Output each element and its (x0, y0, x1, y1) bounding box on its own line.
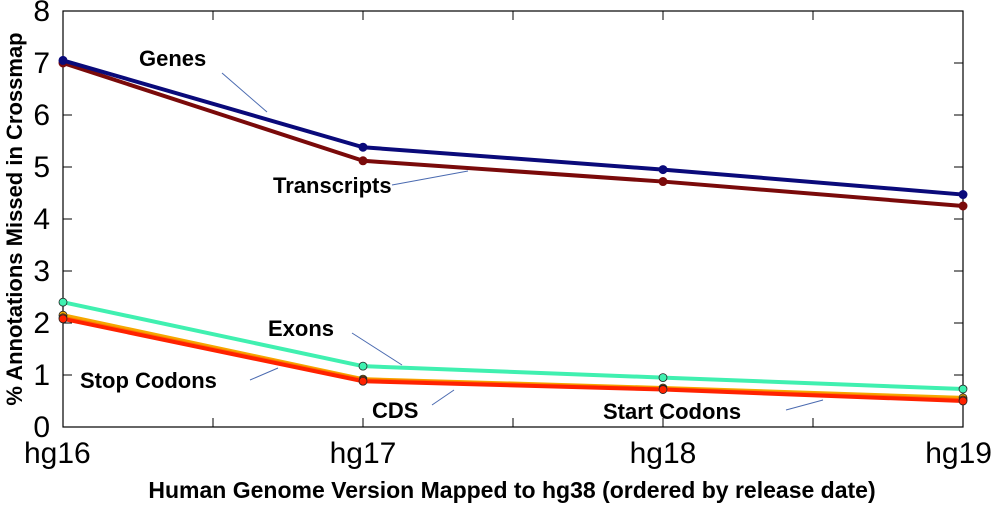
data-point (658, 385, 668, 394)
leader-line (391, 170, 469, 186)
x-tick-label: hg17 (330, 437, 397, 470)
label-leader-lines (221, 72, 824, 411)
series-label-cds: CDS (372, 398, 418, 423)
data-point (658, 165, 668, 175)
data-point (958, 396, 968, 406)
leader-line (221, 72, 268, 113)
data-point (58, 55, 68, 65)
series-exons (58, 297, 968, 394)
series-line (62, 58, 964, 197)
leader-line (249, 367, 279, 381)
series-transcripts (58, 58, 968, 211)
y-tick-label: 8 (33, 0, 50, 28)
series-line (62, 300, 964, 392)
data-point (58, 314, 68, 324)
series-label-exons: Exons (268, 316, 334, 341)
data-point (958, 201, 968, 211)
series-cds (58, 314, 968, 406)
y-tick-label: 2 (33, 307, 50, 340)
axis-ticks: 0 1 2 3 4 5 6 7 8 hg16 hg17 hg18 hg19 (24, 0, 992, 470)
y-tick-label: 4 (33, 203, 50, 236)
series-label-transcripts: Transcripts (273, 173, 392, 198)
data-point (358, 376, 368, 386)
plot-frame (62, 10, 964, 428)
series-label-stop-codons: Stop Codons (80, 368, 217, 393)
y-tick-label: 6 (33, 99, 50, 132)
series-line (62, 61, 964, 208)
series-label-genes: Genes (139, 46, 206, 71)
leader-line (785, 399, 824, 411)
leader-line (431, 389, 455, 406)
x-tick-label: hg18 (630, 437, 697, 470)
x-tick-label: hg16 (24, 437, 91, 470)
data-point (358, 361, 368, 371)
y-tick-label: 1 (33, 359, 50, 392)
data-point (358, 142, 368, 152)
data-point (958, 384, 968, 394)
data-point (658, 373, 668, 383)
data-point (358, 156, 368, 166)
data-point (58, 297, 68, 307)
data-point (958, 190, 968, 200)
series-label-start-codons: Start Codons (603, 399, 741, 424)
data-point (658, 177, 668, 187)
y-tick-label: 7 (33, 47, 50, 80)
leader-line (351, 332, 403, 366)
y-tick-label: 5 (33, 151, 50, 184)
x-axis-title: Human Genome Version Mapped to hg38 (ord… (148, 477, 875, 503)
series-layer (58, 55, 968, 406)
x-tick-label: hg19 (925, 437, 992, 470)
series-genes (58, 55, 968, 200)
y-axis-title: % Annotations Missed in Crossmap (2, 32, 27, 405)
series-line (62, 316, 964, 403)
y-tick-label: 3 (33, 255, 50, 288)
y-tick-label: 0 (33, 411, 50, 444)
